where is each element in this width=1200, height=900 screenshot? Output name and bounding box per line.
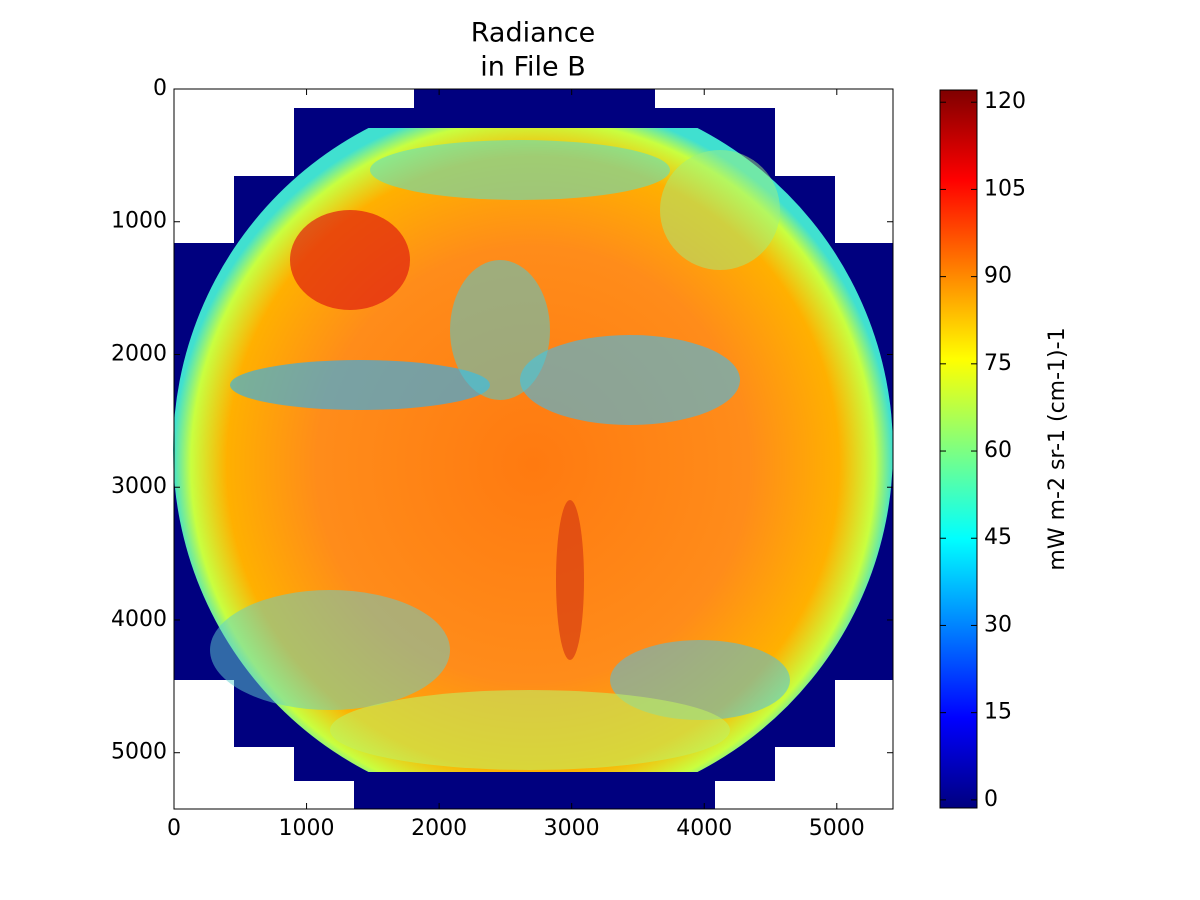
colorbar-tick-label: 15 [984, 700, 1012, 725]
x-tick-label: 2000 [411, 816, 467, 841]
plot-frame [173, 88, 894, 810]
x-tick-label: 0 [167, 816, 181, 841]
chart-title: Radiance [471, 18, 595, 49]
y-tick-label: 5000 [111, 740, 167, 765]
colorbar-tick-label: 45 [984, 525, 1012, 550]
colorbar-tick-label: 120 [984, 89, 1026, 114]
y-tick-label: 1000 [111, 209, 167, 234]
colorbar-tick-label: 30 [984, 612, 1012, 637]
colorbar-tick-label: 75 [984, 351, 1012, 376]
x-tick-label: 3000 [544, 816, 600, 841]
x-tick-label: 4000 [676, 816, 732, 841]
x-tick-label: 5000 [809, 816, 865, 841]
y-tick-label: 3000 [111, 474, 167, 499]
colorbar-label: mW m-2 sr-1 (cm-1)-1 [1045, 327, 1070, 570]
y-tick-label: 2000 [111, 341, 167, 366]
colorbar-tick-label: 60 [984, 438, 1012, 463]
colorbar-tick-label: 105 [984, 176, 1026, 201]
colorbar-tick-label: 90 [984, 264, 1012, 289]
x-tick-label: 1000 [279, 816, 335, 841]
y-tick-label: 4000 [111, 607, 167, 632]
y-tick-label: 0 [153, 76, 167, 101]
colorbar-tick-label: 0 [984, 787, 998, 812]
chart-title: in File B [480, 52, 585, 83]
satellite-image [173, 89, 893, 809]
colorbar [939, 89, 978, 809]
